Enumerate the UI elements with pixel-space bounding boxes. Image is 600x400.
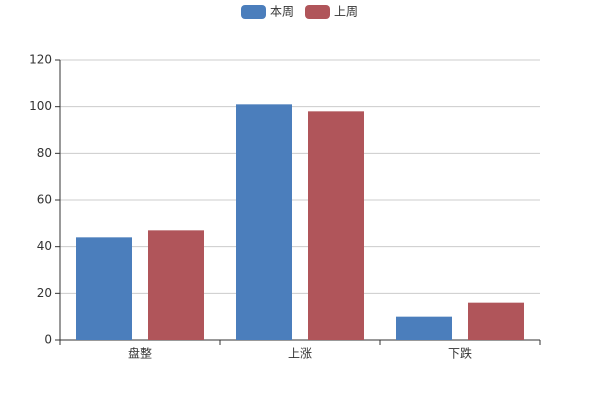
bar bbox=[308, 111, 364, 340]
x-tick-label: 下跌 bbox=[448, 346, 472, 361]
bar bbox=[76, 237, 132, 340]
y-tick-label: 20 bbox=[37, 286, 52, 300]
legend-swatch bbox=[241, 5, 266, 19]
x-tick-label: 上涨 bbox=[288, 346, 312, 361]
bar bbox=[468, 302, 524, 340]
legend-label: 本周 bbox=[270, 5, 294, 19]
y-tick-label: 60 bbox=[37, 193, 52, 207]
y-tick-label: 80 bbox=[37, 146, 52, 160]
y-tick-label: 120 bbox=[29, 53, 52, 67]
bar bbox=[396, 316, 452, 340]
legend-swatch bbox=[305, 5, 330, 19]
bar bbox=[236, 104, 292, 340]
y-tick-label: 100 bbox=[29, 99, 52, 113]
x-tick-label: 盘整 bbox=[128, 346, 152, 361]
bar bbox=[148, 230, 204, 340]
legend-label: 上周 bbox=[334, 5, 358, 19]
y-tick-label: 0 bbox=[44, 333, 52, 347]
y-tick-label: 40 bbox=[37, 239, 52, 253]
